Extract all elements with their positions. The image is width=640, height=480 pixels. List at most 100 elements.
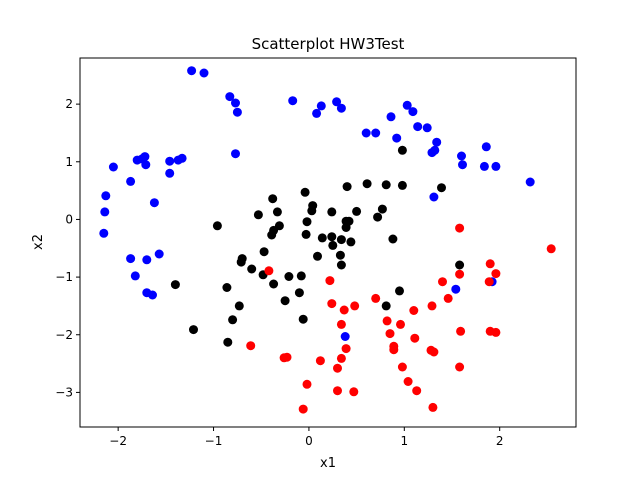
scatter-point (455, 269, 465, 279)
scatter-point (341, 223, 351, 232)
scatter-point (317, 233, 327, 243)
y-tick-label: −2 (55, 328, 73, 342)
scatter-point (408, 107, 418, 117)
scatter-point (284, 272, 294, 281)
scatter-point (313, 251, 322, 261)
scatter-point (427, 301, 437, 311)
scatter-point (546, 244, 556, 254)
scatter-point (232, 107, 242, 117)
scatter-point (307, 206, 317, 216)
scatter-point (377, 204, 387, 214)
scatter-point (438, 277, 447, 287)
scatter-point (410, 333, 420, 343)
ticks-layer: −2 −1 0 1 2 −3 −2 −1 0 1 2 (55, 97, 503, 448)
scatter-point (484, 277, 494, 287)
scatter-point (430, 145, 440, 155)
scatter-point (298, 314, 308, 324)
scatter-point (339, 305, 349, 315)
scatter-point (491, 327, 501, 337)
scatter-point (300, 187, 310, 197)
scatter-point (189, 325, 198, 335)
scatter-point (272, 207, 282, 217)
x-tick-label: 2 (496, 434, 504, 448)
scatter-point (457, 151, 466, 161)
scatter-point (385, 329, 395, 339)
scatter-point (350, 301, 360, 311)
scatter-point (259, 247, 269, 257)
scatter-point (456, 326, 466, 336)
scatter-point (126, 176, 136, 186)
scatter-point (268, 194, 278, 204)
y-tick-label: 1 (65, 155, 73, 169)
scatter-point (269, 279, 279, 289)
scatter-point (455, 260, 465, 270)
scatter-point (228, 315, 238, 325)
scatter-point (231, 98, 240, 108)
scatter-point (236, 257, 246, 267)
scatter-point (397, 145, 407, 155)
scatter-point (336, 319, 346, 329)
scatter-point (429, 347, 439, 357)
scatter-point (301, 229, 311, 239)
scatter-point (381, 180, 391, 190)
scatter-point (298, 404, 308, 414)
plot-area-frame (79, 57, 577, 428)
scatter-point (141, 160, 151, 170)
scatter-point (327, 207, 337, 217)
scatter-point (247, 264, 257, 274)
scatter-point (100, 207, 110, 217)
scatter-point (361, 128, 371, 138)
scatter-point (481, 142, 491, 152)
scatter-point (333, 386, 342, 396)
scatter-point (332, 97, 342, 107)
scatter-point (327, 299, 337, 309)
scatter-point (491, 269, 501, 279)
scatter-point (429, 192, 439, 202)
scatter-point (225, 92, 235, 102)
scatter-point (333, 363, 342, 373)
scatter-point (279, 353, 289, 363)
scatter-point (199, 68, 209, 78)
scatter-point (296, 271, 306, 281)
scatter-point (336, 353, 346, 363)
scatter-point (246, 341, 256, 351)
scatter-point (154, 249, 164, 259)
scatter-point (371, 128, 381, 138)
scatter-point (315, 356, 325, 366)
points-layer (99, 66, 556, 414)
scatter-point (336, 103, 346, 113)
scatter-point (432, 137, 442, 147)
scatter-point (458, 160, 467, 170)
scatter-point (170, 280, 180, 290)
scatter-point (413, 122, 423, 132)
scatter-point (222, 283, 232, 292)
scatter-point (312, 108, 322, 118)
scatter-point (525, 177, 535, 187)
scatter-point (327, 232, 337, 242)
scatter-point (485, 259, 495, 269)
scatter-point (316, 101, 326, 111)
scatter-point (264, 266, 274, 276)
scatter-point (212, 221, 222, 231)
scatter-point (280, 296, 290, 306)
scatter-point (392, 133, 402, 143)
scatter-point (491, 161, 501, 171)
y-tick-label: 2 (65, 97, 73, 111)
scatter-point (126, 254, 136, 264)
x-tick-label: 0 (305, 434, 313, 448)
scatter-point (403, 377, 413, 386)
scatter-point (397, 362, 407, 372)
scatter-point (371, 293, 381, 303)
scatter-point (409, 306, 419, 315)
scatter-point (389, 345, 399, 355)
scatter-point (302, 217, 312, 227)
scatter-point (386, 112, 396, 122)
scatter-point (388, 234, 398, 244)
scatter-point (362, 179, 372, 189)
scatter-point (336, 235, 346, 245)
x-tick-label: −1 (205, 434, 223, 448)
scatter-point (335, 250, 345, 260)
scatter-point (149, 198, 159, 208)
scatter-point (412, 386, 422, 396)
